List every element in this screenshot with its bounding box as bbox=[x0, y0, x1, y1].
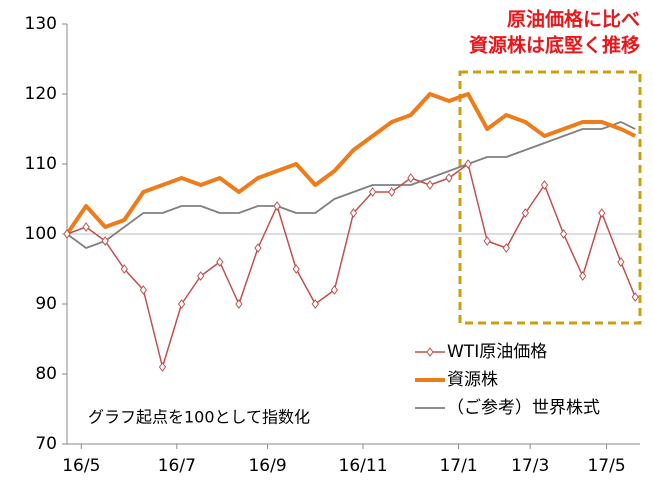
annotation: 原油価格に比べ bbox=[507, 8, 640, 31]
legend-label: （ご参考）世界株式 bbox=[447, 398, 600, 418]
data-point bbox=[235, 299, 243, 309]
data-point bbox=[407, 173, 415, 183]
legend-label: WTI原油価格 bbox=[447, 342, 547, 362]
data-point bbox=[445, 173, 453, 183]
data-point bbox=[120, 264, 128, 274]
annotation: 資源株は底堅く推移 bbox=[469, 34, 640, 57]
legend-label: 資源株 bbox=[447, 370, 498, 390]
series-line bbox=[65, 92, 637, 236]
x-tick-label: 16/11 bbox=[339, 456, 388, 476]
data-point bbox=[197, 271, 205, 281]
data-point bbox=[158, 362, 167, 372]
data-point bbox=[521, 208, 530, 218]
data-point bbox=[502, 243, 510, 253]
x-tick-label: 16/5 bbox=[62, 456, 100, 476]
series-line bbox=[66, 163, 636, 368]
data-point bbox=[426, 180, 434, 190]
data-point bbox=[101, 236, 109, 246]
data-point bbox=[139, 285, 148, 295]
data-point bbox=[63, 229, 71, 239]
series-line bbox=[66, 121, 636, 249]
data-point bbox=[82, 222, 90, 232]
y-tick-label: 70 bbox=[35, 434, 57, 454]
y-tick-label: 120 bbox=[25, 84, 57, 104]
data-point bbox=[617, 257, 625, 267]
data-point bbox=[464, 159, 472, 169]
data-point bbox=[483, 236, 491, 246]
data-point bbox=[216, 257, 224, 267]
data-point bbox=[540, 180, 549, 190]
data-point bbox=[631, 292, 639, 302]
data-point bbox=[292, 264, 300, 274]
x-tick-label: 17/5 bbox=[587, 456, 625, 476]
data-point bbox=[368, 187, 377, 197]
x-tick-label: 17/3 bbox=[511, 456, 549, 476]
y-tick-label: 80 bbox=[35, 364, 57, 384]
highlight-box bbox=[458, 70, 642, 325]
y-tick-label: 130 bbox=[25, 14, 57, 34]
x-tick-label: 17/1 bbox=[439, 456, 477, 476]
x-tick-label: 16/7 bbox=[158, 456, 196, 476]
data-point bbox=[579, 271, 587, 281]
data-point bbox=[273, 201, 281, 211]
x-tick-label: 16/9 bbox=[248, 456, 286, 476]
y-tick-label: 100 bbox=[25, 224, 57, 244]
data-point bbox=[330, 285, 339, 295]
data-point bbox=[254, 243, 262, 253]
y-tick-label: 90 bbox=[35, 294, 57, 314]
legend-marker bbox=[426, 347, 434, 357]
note: グラフ起点を100として指数化 bbox=[88, 408, 310, 427]
data-point bbox=[311, 299, 319, 309]
data-point bbox=[598, 208, 606, 218]
data-point bbox=[388, 187, 396, 197]
data-point bbox=[559, 229, 568, 239]
data-point bbox=[177, 299, 186, 309]
y-tick-label: 110 bbox=[25, 154, 57, 174]
data-point bbox=[349, 208, 358, 218]
